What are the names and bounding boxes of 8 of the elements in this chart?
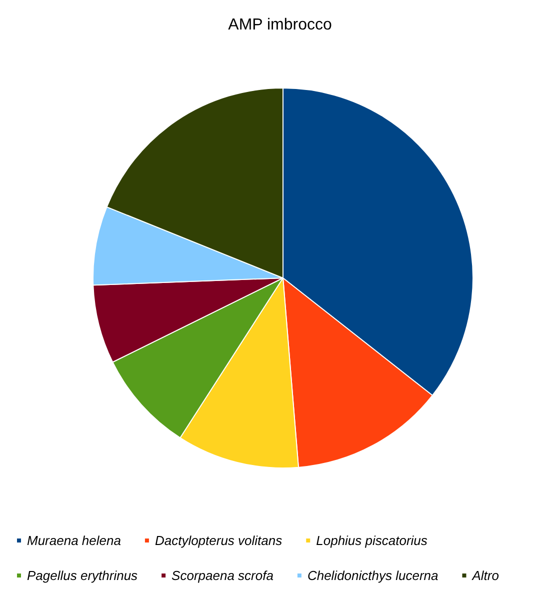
legend-label: Scorpaena scrofa: [172, 568, 274, 583]
legend-label: Dactylopterus volitans: [154, 533, 283, 548]
legend-label: Chelidonicthys lucerna: [307, 568, 438, 583]
legend-label: Lophius piscatorius: [316, 533, 428, 548]
chart-title: AMP imbrocco: [228, 16, 332, 34]
legend-label: Muraena helena: [27, 533, 121, 548]
legend-label: Altro: [471, 568, 499, 583]
legend-label: Pagellus erythrinus: [27, 568, 138, 583]
